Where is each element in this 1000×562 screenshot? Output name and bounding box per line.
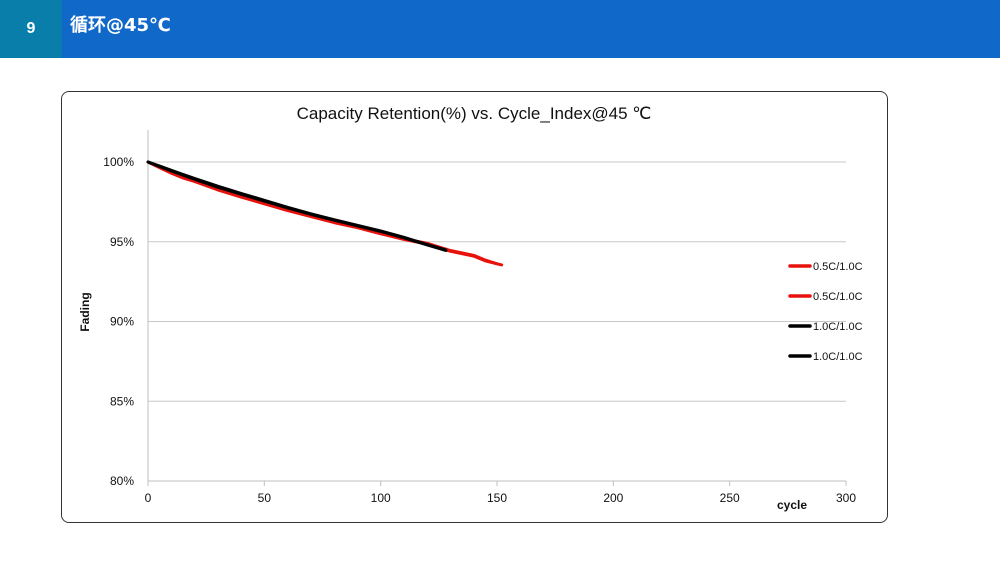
legend-label: 1.0C/1.0C	[813, 351, 863, 363]
y-tick-label: 90%	[110, 315, 134, 329]
legend-label: 0.5C/1.0C	[813, 261, 863, 273]
y-tick-label: 100%	[103, 155, 134, 169]
header-bar: 9 循环@45℃	[0, 0, 1000, 58]
x-tick-label: 250	[720, 491, 740, 505]
chart-frame	[61, 91, 888, 523]
x-axis-label: cycle	[777, 498, 807, 512]
y-axis-label: Fading	[78, 292, 92, 331]
slide-title: 循环@45℃	[70, 15, 171, 36]
x-tick-labels: 0 50 100 150 200 250 300	[145, 481, 856, 505]
x-tick-label: 100	[371, 491, 391, 505]
y-tick-label: 95%	[110, 235, 134, 249]
x-tick-label: 200	[603, 491, 623, 505]
x-tick-label: 300	[836, 491, 856, 505]
x-tick-label: 150	[487, 491, 507, 505]
axes	[147, 130, 846, 482]
series-line-2	[146, 160, 499, 266]
y-tick-label: 80%	[110, 474, 134, 488]
legend-label: 0.5C/1.0C	[813, 291, 863, 303]
series-lines	[146, 160, 504, 267]
page-number: 9	[26, 20, 36, 37]
legend: 0.5C/1.0C 0.5C/1.0C 1.0C/1.0C 1.0C/1.0C	[788, 261, 863, 363]
gridlines	[148, 161, 846, 402]
x-tick-label: 0	[145, 491, 152, 505]
x-tick-label: 50	[258, 491, 272, 505]
series-line-4	[146, 160, 448, 252]
page-number-box: 9	[0, 0, 62, 58]
y-tick-labels: 80% 85% 90% 95% 100%	[103, 155, 134, 488]
chart-title: Capacity Retention(%) vs. Cycle_Index@45…	[297, 104, 652, 123]
y-tick-label: 85%	[110, 394, 134, 408]
legend-label: 1.0C/1.0C	[813, 321, 863, 333]
